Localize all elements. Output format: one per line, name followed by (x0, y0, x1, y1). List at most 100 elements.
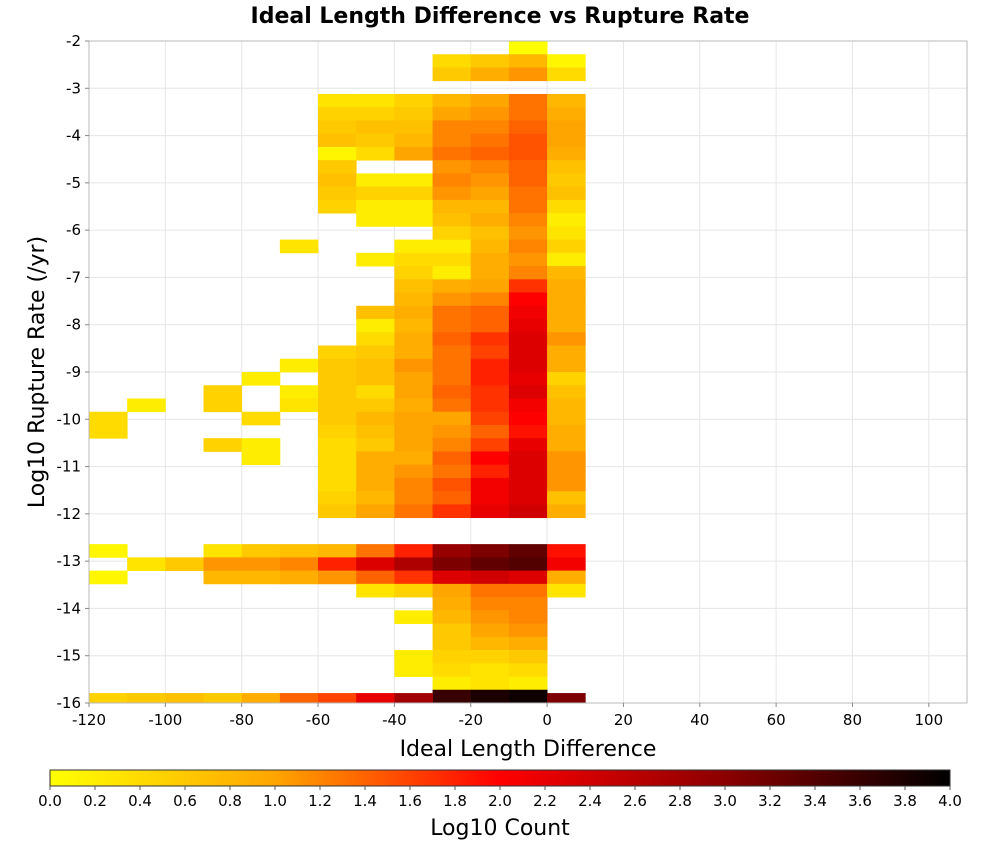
heatmap-cell (547, 213, 586, 227)
y-tick-label: -10 (57, 410, 82, 428)
heatmap-cell (356, 252, 395, 267)
y-tick-label: -14 (57, 599, 82, 617)
heatmap-cell (432, 597, 472, 611)
heatmap-cell (394, 464, 433, 479)
colorbar-tick-label: 3.0 (713, 792, 737, 810)
heatmap-cell (547, 252, 586, 267)
heatmap-cell (547, 199, 586, 214)
heatmap-cell (394, 133, 433, 148)
colorbar-tick-label: 3.8 (893, 792, 917, 810)
heatmap-cell (394, 398, 433, 413)
heatmap-cell (508, 266, 548, 280)
heatmap-cell (203, 557, 243, 571)
heatmap-cell (470, 107, 510, 121)
heatmap-cell (241, 544, 281, 558)
heatmap-cell (432, 199, 472, 214)
heatmap-cell (508, 650, 548, 664)
heatmap-cell (356, 411, 395, 426)
x-tick-label: 20 (614, 711, 633, 729)
colorbar-ticks: 0.0 0.2 0.4 0.6 0.8 1.0 1.2 1.4 1.6 1.8 2.0 2.2 2.4 2… (38, 786, 962, 810)
heatmap-cell (470, 398, 510, 413)
heatmap-cell (508, 345, 548, 360)
heatmap-cell (241, 557, 281, 571)
heatmap-cell (394, 93, 433, 108)
heatmap-cell (318, 477, 357, 492)
heatmap-cell (470, 623, 510, 638)
heatmap-cell (470, 266, 510, 280)
heatmap-cell (432, 663, 472, 677)
heatmap-cell (394, 504, 433, 519)
heatmap-cell (318, 385, 357, 399)
heatmap-cell (508, 279, 548, 293)
heatmap-cell (356, 173, 395, 188)
heatmap-cell (508, 199, 548, 214)
heatmap-cell (356, 213, 395, 227)
heatmap-cell (547, 120, 586, 135)
heatmap-cell (508, 93, 548, 108)
heatmap-cell (470, 451, 510, 466)
heatmap-cell (547, 146, 586, 161)
heatmap-cell (318, 345, 357, 360)
y-tick-label: -3 (66, 79, 81, 97)
heatmap-cell (241, 411, 281, 426)
x-axis-label: Ideal Length Difference (400, 737, 657, 762)
heatmap-cell (470, 504, 510, 519)
colorbar-tick-label: 0.8 (218, 792, 242, 810)
heatmap-cell (470, 305, 510, 320)
heatmap-cell (508, 623, 548, 638)
heatmap-cell (470, 650, 510, 664)
heatmap-cell (356, 451, 395, 466)
heatmap-cell (318, 544, 357, 558)
x-tick-label: 40 (690, 711, 709, 729)
x-tick-label: -20 (458, 711, 483, 729)
heatmap-cell (432, 583, 472, 598)
heatmap-cell (356, 424, 395, 439)
heatmap-cell (356, 107, 395, 121)
heatmap-cell (318, 173, 357, 188)
heatmap-cell (394, 173, 433, 188)
heatmap-cell (432, 266, 472, 280)
heatmap-cell (394, 252, 433, 267)
heatmap-cell (470, 358, 510, 373)
heatmap-cell (470, 252, 510, 267)
heatmap-cell (547, 226, 586, 240)
heatmap-cell (318, 411, 357, 426)
heatmap-cell (203, 385, 243, 399)
heatmap-cell (508, 54, 548, 68)
y-tick-label: -5 (66, 174, 81, 192)
heatmap-cell (547, 451, 586, 466)
heatmap-cell (470, 491, 510, 505)
heatmap-cell (432, 398, 472, 413)
x-tick-label: 100 (915, 711, 944, 729)
heatmap-cell (547, 372, 586, 386)
heatmap-cell (203, 693, 243, 704)
x-tick-label: -60 (306, 711, 331, 729)
heatmap-cell (470, 199, 510, 214)
heatmap-cell (547, 186, 586, 201)
colorbar-label: Log10 Count (430, 816, 570, 841)
heatmap-cell (127, 557, 166, 571)
heatmap-cell (547, 345, 586, 360)
heatmap-cell (470, 477, 510, 492)
heatmap-cell (432, 67, 472, 82)
heatmap-cell (547, 133, 586, 148)
colorbar-tick-label: 0.4 (128, 792, 152, 810)
heatmap-cell (432, 358, 472, 373)
heatmap-cell (508, 332, 548, 346)
heatmap-cell (127, 693, 166, 704)
heatmap-cell (394, 583, 433, 598)
heatmap-cell (508, 438, 548, 452)
heatmap-cell (432, 54, 472, 68)
heatmap-cell (394, 345, 433, 360)
heatmap-cell (432, 239, 472, 254)
heatmap-cell (318, 693, 357, 704)
x-tick-label: 60 (767, 711, 786, 729)
y-tick-label: -15 (57, 647, 82, 665)
heatmap-cell (432, 636, 472, 651)
heatmap-cell (432, 451, 472, 466)
heatmap-cell (547, 173, 586, 188)
y-tick-label: -12 (57, 505, 82, 523)
heatmap-cell (547, 504, 586, 519)
heatmap-cell (547, 385, 586, 399)
heatmap-cell (508, 557, 548, 571)
